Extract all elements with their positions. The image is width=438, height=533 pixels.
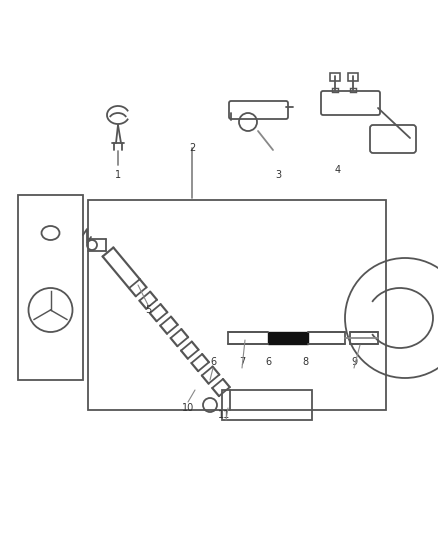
Text: 7: 7 [239,357,245,367]
Text: 5: 5 [145,305,151,315]
Bar [350,88,356,92]
Bar [88,200,386,410]
Bar [222,390,312,420]
Text: 11: 11 [218,410,230,420]
Bar [332,88,338,92]
Text: 4: 4 [335,165,341,175]
Text: 1: 1 [115,170,121,180]
Text: 6: 6 [210,357,216,367]
Bar [348,73,358,81]
Text: 10: 10 [182,403,194,413]
Bar [330,73,340,81]
Bar [268,332,308,344]
Text: 6: 6 [265,357,271,367]
Text: 3: 3 [275,170,281,180]
Bar [18,195,83,380]
Text: 8: 8 [302,357,308,367]
Text: 2: 2 [189,143,195,153]
Text: 9: 9 [351,357,357,367]
